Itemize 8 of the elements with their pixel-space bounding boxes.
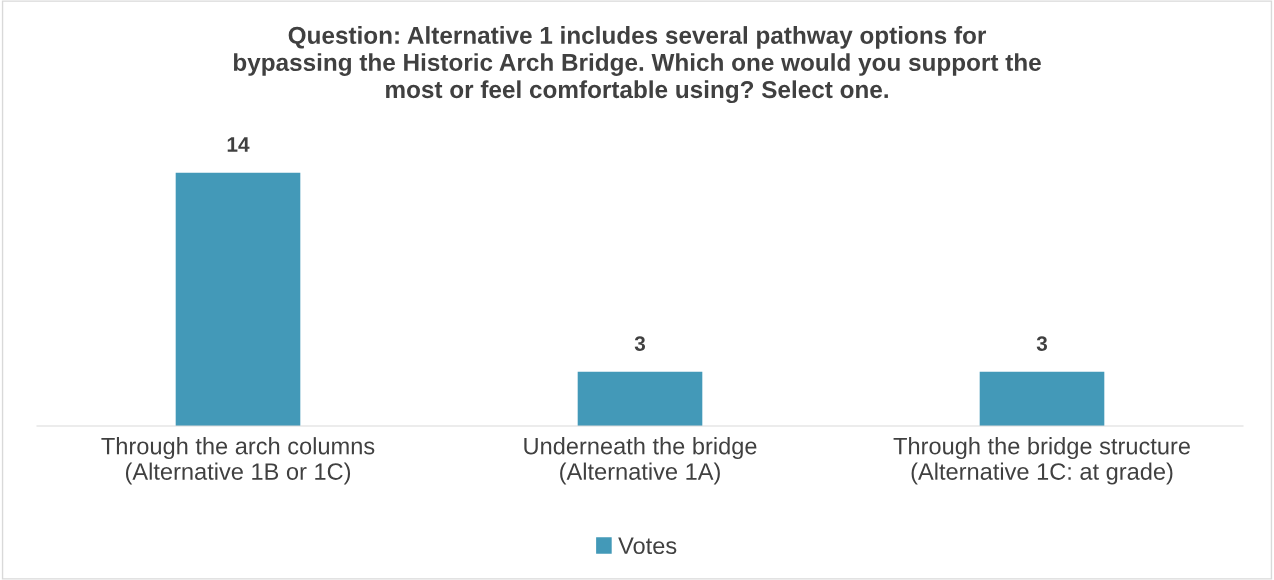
data-label: 3	[634, 336, 646, 351]
chart-title: Question: Alternative 1 includes several pathway options for bypassing the Historic Arch Bridge. Which one would you support the most or feel comfortable using? Select one.	[233, 26, 1041, 104]
data-label: 14	[227, 137, 250, 152]
x-tick-label: Through the bridge structure (Alternative 1C: at grade)	[893, 437, 1190, 485]
x-tick-label: Through the arch columns (Alternative 1B or 1C)	[101, 437, 375, 485]
data-label: 3	[1036, 336, 1048, 351]
x-tick-label: Underneath the bridge (Alternative 1A)	[524, 437, 757, 485]
legend-label: Votes	[618, 537, 677, 555]
